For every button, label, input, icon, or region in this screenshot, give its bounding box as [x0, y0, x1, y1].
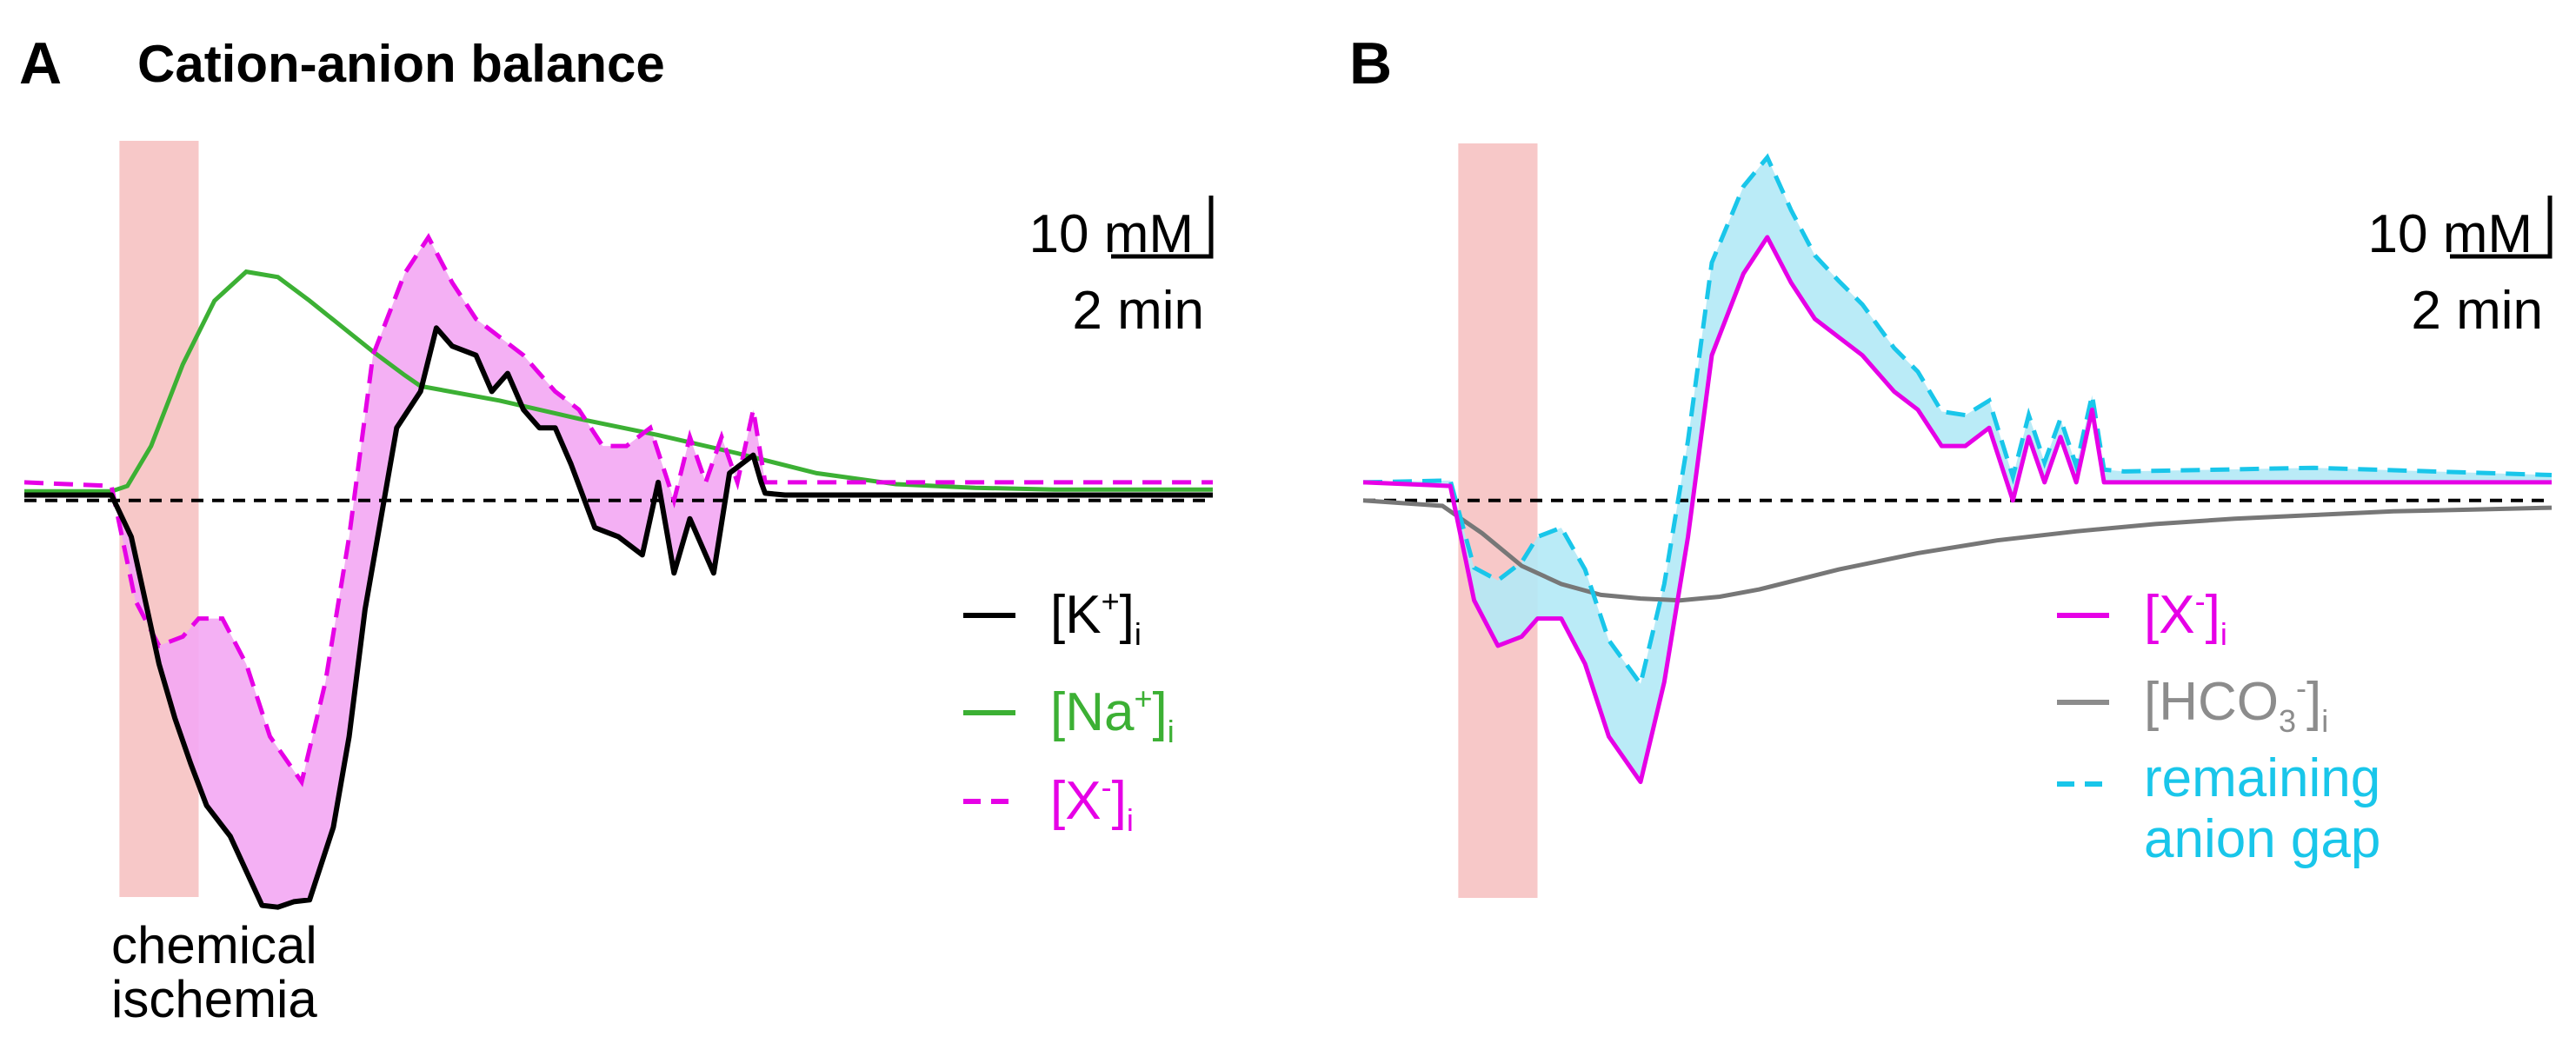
annotation-chemical: chemical — [111, 916, 317, 974]
series-line-hco3 — [1362, 498, 2553, 603]
series-line-anion-gap — [1362, 153, 2553, 689]
annotation-ischemia: ischemia — [111, 970, 317, 1028]
plot-b — [1362, 153, 2553, 785]
legend-b-gap-line1: remaining — [2144, 748, 2380, 808]
legend-b-hco3-text: [HCO3-]i — [2144, 670, 2328, 739]
legend-a-x: [X-]i — [963, 769, 1134, 838]
legend-b-hco3-sub3: 3 — [2279, 703, 2296, 739]
legend-b-x-name: X — [2159, 585, 2194, 645]
scale-bar-b: 10 mM 2 min — [2368, 196, 2553, 341]
panel-b-label: B — [1349, 30, 1392, 96]
series-line-x — [23, 232, 1213, 788]
plot-a — [23, 232, 1213, 910]
legend-a-na: [Na+]i — [963, 681, 1175, 749]
legend-a-k-text: [K+]i — [1050, 583, 1142, 652]
legend-a-x-text: [X-]i — [1050, 769, 1134, 838]
series-line-x-b — [1362, 235, 2552, 785]
legend-a-k-sub: i — [1135, 616, 1142, 652]
legend-a-k-name: K — [1065, 585, 1101, 645]
legend-a-na-charge: + — [1135, 681, 1153, 716]
legend-a-x-name: X — [1065, 771, 1101, 831]
legend-b-x-text: [X-]i — [2144, 583, 2227, 652]
series-fill-anion-gap — [1363, 157, 2552, 782]
scale-bar-a: 10 mM 2 min — [1029, 196, 1214, 341]
scale-b-time: 2 min — [2411, 281, 2543, 341]
legend-a-k: [K+]i — [963, 583, 1142, 652]
ischemia-band-a — [119, 141, 199, 897]
legend-a: [K+]i [Na+]i [X-]i — [963, 583, 1175, 838]
legend-b-hco3: [HCO3-]i — [2057, 670, 2328, 739]
legend-b-hco3-charge: - — [2296, 670, 2306, 706]
legend-a-k-charge: + — [1102, 583, 1120, 619]
legend-b-x-sub: i — [2220, 616, 2227, 652]
legend-b-hco3-name: HCO — [2159, 672, 2279, 732]
series-line-na — [24, 269, 1213, 494]
scale-a-time: 2 min — [1072, 281, 1204, 341]
legend-a-na-sub: i — [1168, 714, 1175, 749]
legend-b-gap-line2: anion gap — [2144, 809, 2380, 869]
legend-a-x-charge: - — [1102, 769, 1112, 805]
legend-a-na-name: Na — [1065, 682, 1135, 742]
panel-a: A Cation-anion balance 10 mM 2 min chemi… — [19, 30, 1214, 1028]
legend-a-x-sub: i — [1127, 802, 1134, 838]
scale-bar-b-lines — [2450, 196, 2553, 259]
series-line-k — [24, 325, 1213, 910]
scale-b-concentration: 10 mM — [2368, 204, 2533, 264]
panel-a-label: A — [19, 30, 62, 96]
legend-b-x: [X-]i — [2057, 583, 2227, 652]
legend-a-na-text: [Na+]i — [1050, 681, 1175, 749]
panel-b: B 10 mM 2 min [X-]i [HCO3-]i remaining a… — [1349, 30, 2553, 898]
scale-bar-a-lines — [1111, 196, 1214, 259]
legend-b-hco3-sub: i — [2321, 703, 2328, 739]
legend-b-x-charge: - — [2195, 583, 2206, 619]
scale-a-concentration: 10 mM — [1029, 204, 1194, 264]
legend-b: [X-]i [HCO3-]i remaining anion gap — [2057, 583, 2380, 869]
panel-a-title: Cation-anion balance — [137, 35, 665, 93]
legend-b-gap: remaining anion gap — [2057, 748, 2380, 869]
ischemia-band-b — [1458, 143, 1538, 898]
